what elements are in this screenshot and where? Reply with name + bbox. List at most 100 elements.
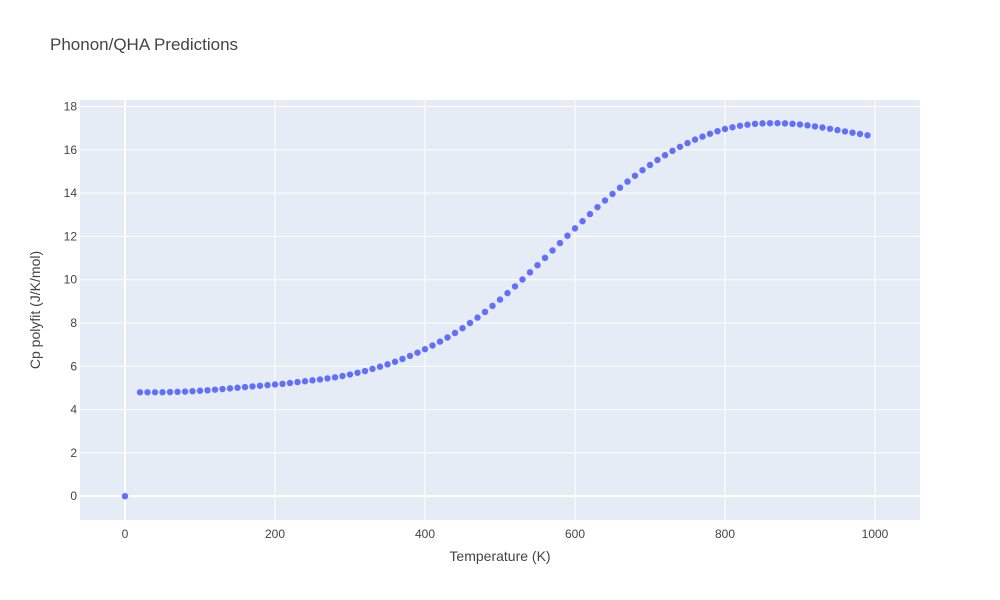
data-point xyxy=(481,308,489,316)
data-point xyxy=(166,388,174,396)
data-point xyxy=(294,378,301,386)
data-point xyxy=(736,122,744,129)
data-point xyxy=(159,389,166,396)
data-point xyxy=(556,239,564,247)
data-point xyxy=(391,358,399,365)
data-point xyxy=(286,379,294,387)
data-point xyxy=(466,319,474,327)
y-tick-label: 4 xyxy=(70,403,77,417)
data-point xyxy=(669,147,676,155)
data-point xyxy=(429,342,436,349)
data-point xyxy=(354,369,361,376)
data-point xyxy=(361,367,369,375)
y-tick-label: 12 xyxy=(64,229,78,243)
data-point xyxy=(586,210,594,218)
data-point xyxy=(571,225,579,232)
data-point xyxy=(369,365,376,373)
x-axis-ticks: 0 200 400 600 800 1000 xyxy=(122,527,889,541)
data-point xyxy=(579,218,586,225)
data-point xyxy=(219,385,226,393)
y-axis-label: Cp polyfit (J/K/mol) xyxy=(27,251,43,369)
data-point xyxy=(804,122,811,129)
data-point xyxy=(766,119,774,127)
data-point xyxy=(339,372,346,380)
data-point xyxy=(459,324,466,332)
data-point xyxy=(594,203,601,211)
data-point xyxy=(271,381,279,388)
y-tick-label: 6 xyxy=(70,359,77,373)
y-tick-label: 8 xyxy=(70,316,77,330)
x-tick-label: 400 xyxy=(415,527,435,541)
data-point xyxy=(661,152,669,159)
data-points xyxy=(121,119,871,500)
data-point xyxy=(436,338,444,345)
data-point xyxy=(759,120,766,127)
data-point xyxy=(519,276,526,283)
data-point xyxy=(189,387,196,395)
data-point xyxy=(346,371,354,378)
data-point xyxy=(324,375,331,382)
data-point xyxy=(211,386,219,393)
x-tick-label: 600 xyxy=(565,527,585,541)
data-point xyxy=(136,389,144,396)
data-point xyxy=(249,383,256,390)
data-point xyxy=(826,125,834,132)
data-point xyxy=(609,190,616,198)
data-point xyxy=(256,382,264,389)
data-point xyxy=(204,387,211,394)
y-tick-label: 2 xyxy=(70,446,77,460)
data-point xyxy=(444,334,451,341)
data-point xyxy=(781,120,789,127)
data-point xyxy=(399,355,406,363)
data-point xyxy=(841,128,849,135)
data-point xyxy=(406,352,414,360)
data-point xyxy=(601,197,609,204)
data-point xyxy=(511,283,519,290)
data-point xyxy=(474,314,481,321)
data-point xyxy=(721,125,729,133)
data-point xyxy=(774,119,781,127)
data-point xyxy=(226,385,234,392)
data-point xyxy=(174,388,181,396)
data-point xyxy=(526,269,534,276)
data-point xyxy=(549,247,556,254)
x-tick-label: 1000 xyxy=(862,527,889,541)
data-point xyxy=(639,166,646,174)
data-point xyxy=(121,492,129,500)
data-point xyxy=(654,156,661,164)
y-tick-label: 14 xyxy=(64,186,78,200)
data-point xyxy=(264,381,271,389)
x-axis-label: Temperature (K) xyxy=(449,548,550,564)
data-point xyxy=(376,363,384,370)
data-point xyxy=(751,120,759,128)
data-point xyxy=(699,133,706,140)
data-point xyxy=(316,376,324,383)
data-point xyxy=(819,124,826,131)
data-point xyxy=(849,129,856,136)
data-point xyxy=(811,123,819,130)
data-point xyxy=(421,345,429,353)
data-point xyxy=(241,383,249,391)
chart-title: Phonon/QHA Predictions xyxy=(50,35,238,54)
data-point xyxy=(504,289,511,297)
data-point xyxy=(151,389,159,396)
data-point xyxy=(144,389,151,396)
data-point xyxy=(414,349,421,356)
data-point xyxy=(631,172,639,179)
data-point xyxy=(714,127,721,135)
data-point xyxy=(279,380,286,388)
data-point xyxy=(789,120,796,128)
data-point xyxy=(489,302,496,310)
data-point xyxy=(616,184,624,191)
data-point xyxy=(196,387,204,394)
data-point xyxy=(706,130,714,137)
data-point xyxy=(451,329,459,337)
data-point xyxy=(384,361,391,368)
data-point xyxy=(541,254,549,262)
data-point xyxy=(301,378,309,385)
y-axis-ticks: 0 2 4 6 8 10 12 14 16 18 xyxy=(64,99,78,503)
data-point xyxy=(234,384,241,391)
data-point xyxy=(331,374,339,381)
data-point xyxy=(856,130,864,138)
